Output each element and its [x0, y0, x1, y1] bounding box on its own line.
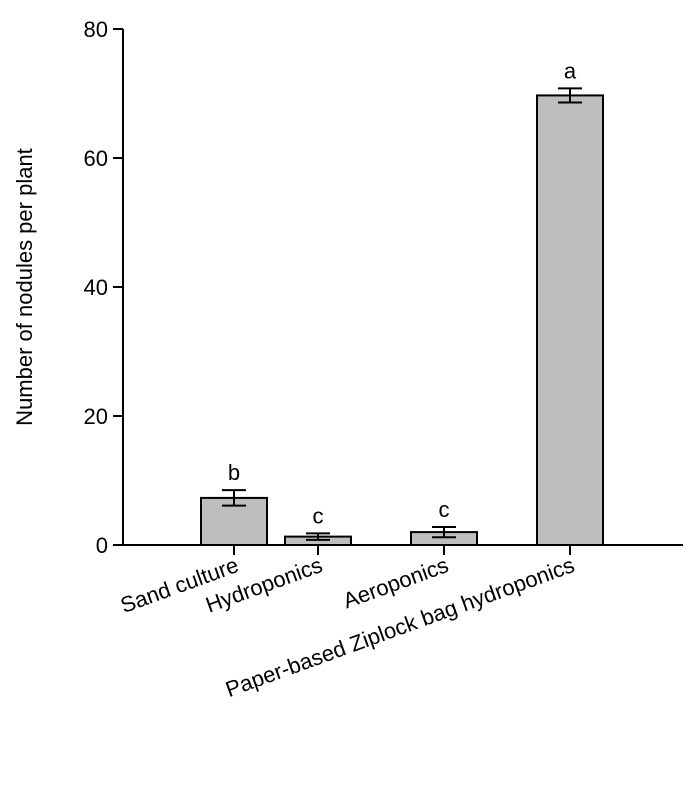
- y-tick-label: 0: [96, 533, 108, 558]
- bars-group: [200, 94, 604, 547]
- significance-label: c: [313, 503, 324, 528]
- y-tick-label: 40: [84, 275, 108, 300]
- significance-labels-group: b c c a: [228, 58, 577, 528]
- y-tick-label: 80: [84, 17, 108, 42]
- significance-label: c: [439, 497, 450, 522]
- significance-label: b: [228, 460, 240, 485]
- bar: [536, 94, 604, 546]
- y-tick-label: 20: [84, 404, 108, 429]
- y-axis-title: Number of nodules per plant: [12, 148, 37, 426]
- y-axis: 0 20 40 60 80: [84, 17, 124, 558]
- significance-label: a: [564, 58, 577, 83]
- y-tick-label: 60: [84, 146, 108, 171]
- error-bars-group: [222, 87, 582, 541]
